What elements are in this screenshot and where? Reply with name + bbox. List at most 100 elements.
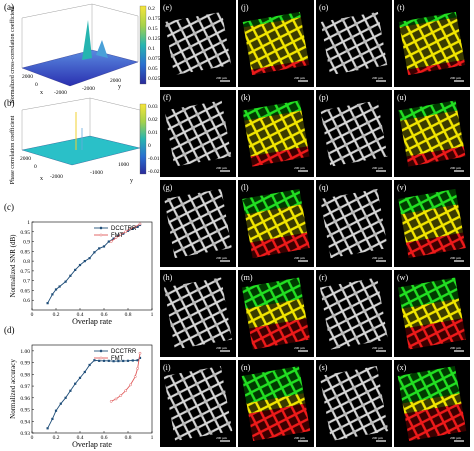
scale-bar-label: 200 µm (450, 346, 461, 350)
data-point-dcctrr (138, 356, 142, 360)
y-tick-label: 0.93 (20, 431, 30, 437)
tile-region-green (398, 11, 457, 28)
plot-frame (31, 344, 153, 434)
stitched-lattice (398, 188, 466, 259)
image-panel: (i) 200 µm (160, 360, 236, 447)
y-tick-label: 0.6 (23, 298, 30, 304)
tile-region-green (398, 100, 458, 121)
lattice-structure (163, 277, 233, 350)
stitched-lattice (242, 11, 310, 76)
image-panel-label: (k) (241, 93, 251, 102)
panel-a-cbar-tick: 0.2 (148, 6, 155, 12)
panel-b-xtick: -2000 (50, 174, 63, 180)
image-panel-label: (l) (241, 183, 249, 192)
panel-a-xtick: -2000 (54, 90, 67, 96)
panel-b-cbar-tick: -0.01 (148, 156, 160, 162)
data-point-dcctrr (107, 240, 110, 243)
stitched-lattice (398, 100, 466, 167)
y-tick-label: 0.7 (23, 279, 30, 285)
x-tick-label: 0.2 (53, 435, 60, 441)
panel-a-xtick: 2000 (22, 74, 33, 80)
panel-a-zlabel-text: Normalized cross-correlation coefficient (9, 6, 16, 104)
x-tick-label: 0.2 (53, 312, 60, 318)
image-panel: (o) 200 µm (316, 0, 392, 87)
y-tick-label: 0.8 (23, 259, 30, 265)
panel-b-zlabel-text: Phase correlation coefficient (9, 115, 16, 184)
image-panel: (e) 200 µm (160, 0, 236, 87)
y-tick-label: 0.95 (20, 230, 30, 236)
panel-b-zlabel: Phase correlation coefficient (9, 115, 16, 184)
image-panel-label: (p) (319, 93, 329, 102)
panel-a-ytick: 2000 (110, 78, 121, 84)
data-point-fmt (114, 397, 118, 401)
x-axis-label: Overlap rate (72, 317, 112, 326)
data-point-dcctrr (59, 402, 62, 405)
x-tick-label: 0.8 (125, 435, 132, 441)
stitched-lattice (241, 365, 311, 442)
tile-region-green (397, 277, 459, 309)
lattice-structure (320, 188, 388, 259)
data-point-dcctrr (112, 360, 115, 363)
lattice-structure (164, 100, 232, 167)
data-point-dcctrr (126, 359, 130, 362)
tile-region-green (241, 365, 304, 404)
data-point-dcctrr (93, 359, 96, 362)
image-panel-label: (i) (163, 363, 171, 372)
data-point-dcctrr (74, 382, 77, 385)
data-point-dcctrr (64, 280, 67, 283)
x-tick-label: 0 (31, 312, 34, 318)
image-panel: (m) 200 µm (238, 270, 314, 357)
scale-bar-label: 200 µm (216, 346, 227, 350)
y-tick-label: 1 (27, 220, 30, 226)
panel-b-cbar-tick: -0.02 (148, 169, 160, 175)
data-point-dcctrr (88, 363, 91, 367)
data-point-dcctrr (78, 376, 82, 379)
legend-marker (99, 356, 103, 360)
legend-marker (99, 233, 103, 237)
tile-region-yellow (243, 17, 309, 70)
image-panel: (k) 200 µm (238, 90, 314, 177)
legend-label: DCCTRR (111, 226, 137, 232)
tile-region-red (250, 146, 310, 167)
panel-a-cbar-tick: 0.05 (148, 66, 158, 72)
panel-a-xlabel: x (40, 90, 43, 96)
image-panel-label: (s) (319, 363, 328, 372)
panel-a-cbar-tick: 0.075 (148, 56, 161, 62)
data-point-dcctrr (117, 359, 120, 363)
data-point-dcctrr (78, 263, 82, 267)
image-panel-label: (x) (397, 363, 407, 372)
tile-region-yellow (244, 204, 308, 243)
tile-region-red (249, 232, 310, 259)
panel-a-cbar-tick: 0.15 (148, 26, 158, 32)
data-point-dcctrr (51, 293, 54, 296)
y-tick-label: 0.99 (20, 361, 30, 367)
x-tick-label: 0.6 (101, 435, 108, 441)
panel-b-cbar-tick: 0.01 (148, 130, 158, 136)
scale-bar-label: 200 µm (294, 256, 305, 260)
tile-region-yellow (400, 110, 464, 157)
y-tick-label: 0.85 (20, 249, 30, 255)
data-point-fmt (119, 233, 123, 237)
data-point-fmt (133, 225, 137, 229)
panel-a-cbar-tick: 0.1 (148, 46, 155, 52)
panel-b-label: (b) (4, 98, 15, 108)
lattice-structure (320, 11, 388, 76)
data-point-dcctrr (69, 274, 72, 277)
image-panel: (x) 200 µm (394, 360, 470, 447)
panel-d-label: (d) (4, 325, 15, 335)
scale-bar-label: 200 µm (372, 346, 383, 350)
stitched-lattice (397, 365, 467, 442)
image-panel-label: (r) (319, 273, 327, 282)
panel-a-colorbar (139, 5, 147, 85)
x-tick-label: 0.4 (77, 435, 84, 441)
image-panel: (u) 200 µm (394, 90, 470, 177)
panel-b-colorbar (139, 103, 147, 175)
scale-bar-label: 200 µm (294, 346, 305, 350)
tile-region-red (248, 403, 311, 442)
legend-label: DCCTRR (111, 349, 137, 355)
panel-a-cbar-tick: 0.025 (148, 76, 161, 82)
data-point-dcctrr (51, 417, 54, 421)
panel-b-surface (21, 135, 141, 166)
y-tick-label: 0.75 (20, 269, 30, 275)
